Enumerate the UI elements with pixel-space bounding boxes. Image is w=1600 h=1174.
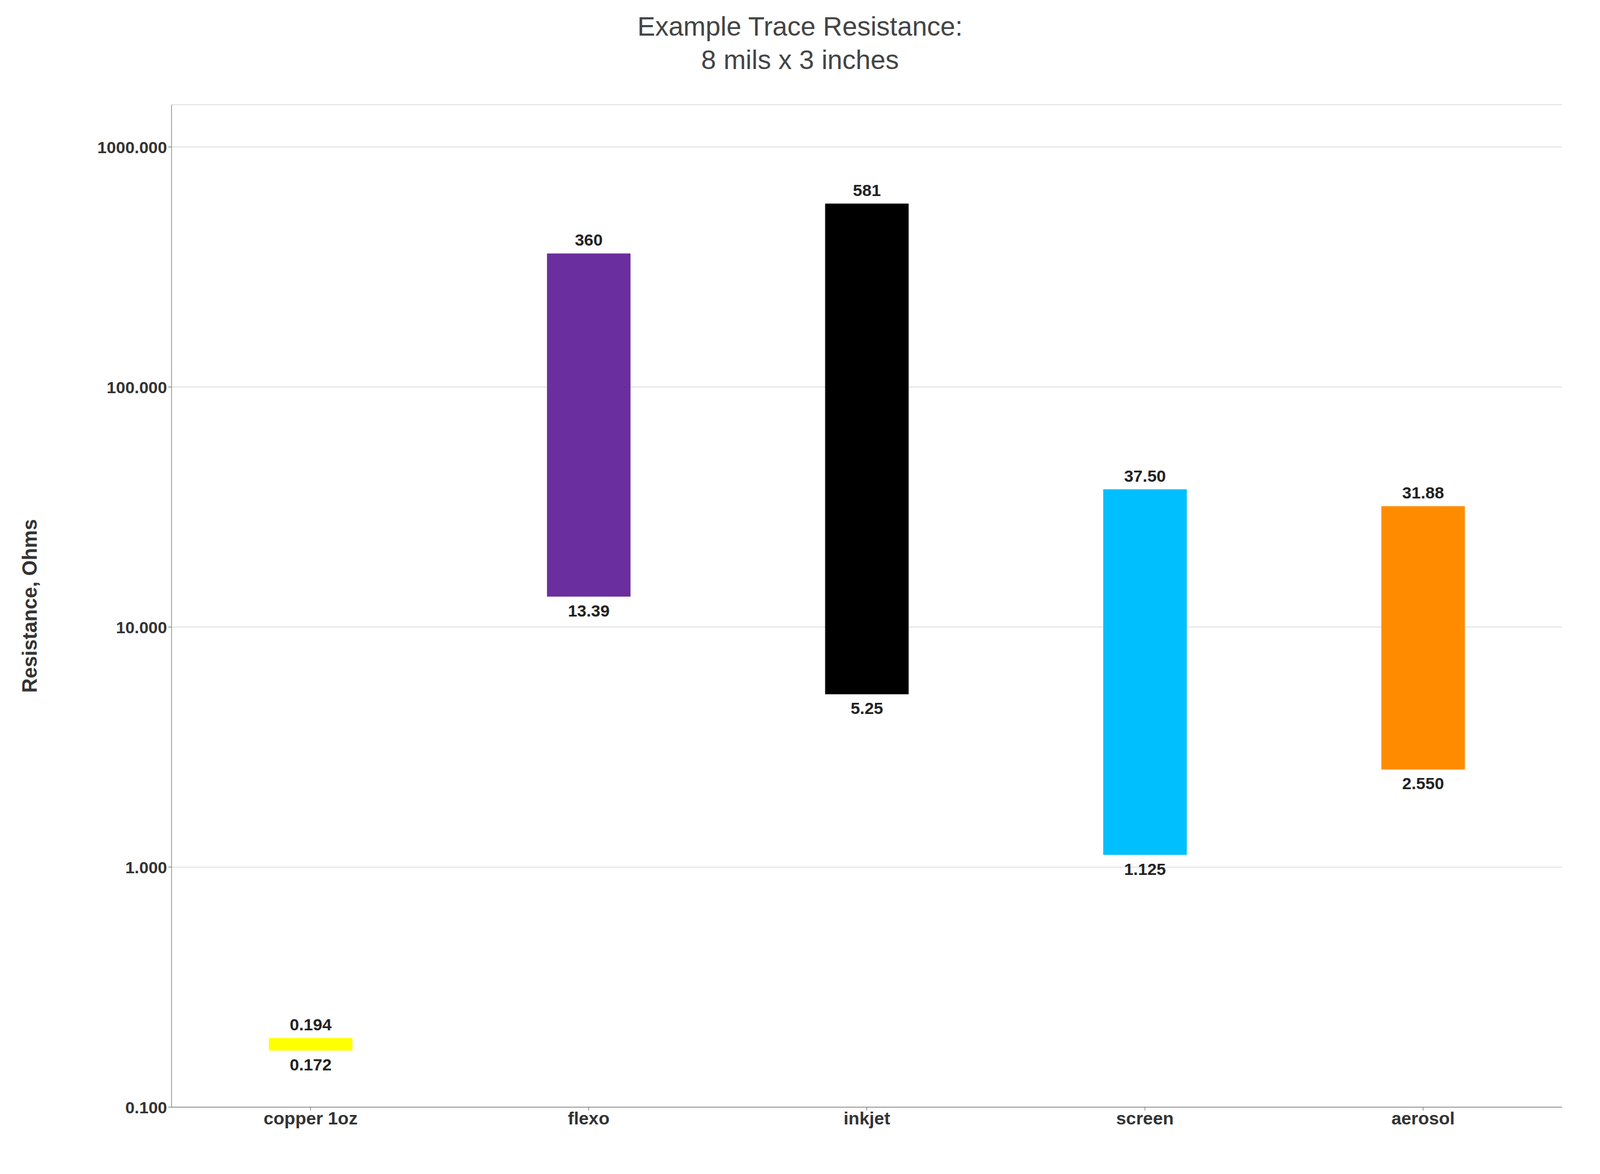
svg-text:10.000: 10.000 [115,618,168,637]
html-text:8 mils x 3 inches: 8 mils x 3 inches [701,45,899,75]
svg-text:inkjet: inkjet [843,1108,891,1129]
svg-text:flexo: flexo [568,1108,610,1129]
svg-text:100.000: 100.000 [106,378,168,397]
svg-text:5.25: 5.25 [850,698,883,718]
svg-text:aerosol: aerosol [1391,1108,1455,1129]
svg-text:0.100: 0.100 [125,1098,168,1117]
svg-text:2.550: 2.550 [1402,774,1445,793]
svg-text:0.194: 0.194 [289,1015,332,1034]
svg-text:1.125: 1.125 [1123,859,1166,879]
svg-text:37.50: 37.50 [1123,466,1166,486]
svg-text:581: 581 [853,180,882,200]
svg-text:screen: screen [1116,1108,1174,1129]
svg-text:31.88: 31.88 [1402,483,1445,502]
svg-text:copper 1oz: copper 1oz [263,1108,358,1129]
svg-text:1.000: 1.000 [125,858,168,877]
svg-text:360: 360 [574,230,603,249]
svg-text:0.172: 0.172 [289,1055,332,1074]
svg-text:1000.000: 1000.000 [97,138,168,157]
html-text:Example Trace Resistance:: Example Trace Resistance: [637,11,963,42]
svg-text:13.39: 13.39 [568,601,610,620]
svg-text:Resistance, Ohms: Resistance, Ohms [18,519,42,693]
